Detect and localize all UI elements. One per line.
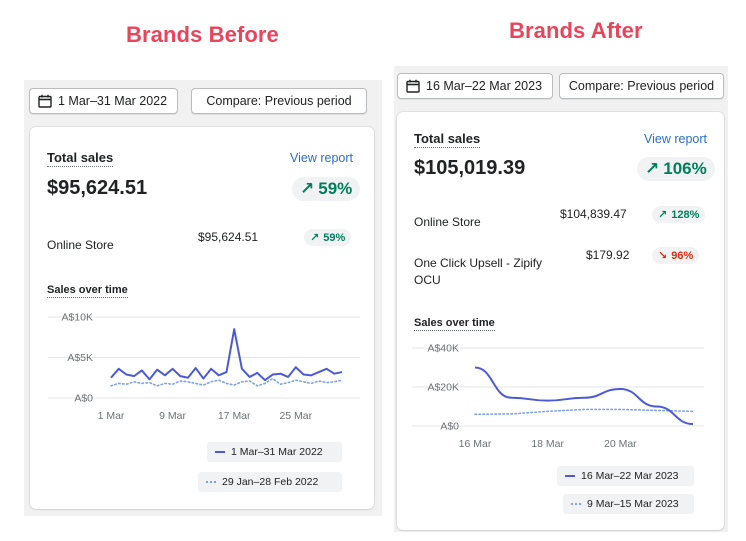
legend-solid-swatch xyxy=(215,451,225,453)
compare-button-after[interactable]: Compare: Previous period xyxy=(559,73,724,99)
channel-change-value: 59% xyxy=(323,231,346,244)
legend-dotted-swatch xyxy=(571,503,581,505)
channel-change-badge-ocu-after: ↘ 96% xyxy=(652,247,700,264)
channel-change-badge-before: ↗ 59% xyxy=(304,229,352,246)
chart-title-after: Sales over time xyxy=(414,317,495,331)
compare-label: Compare: Previous period xyxy=(568,79,715,93)
x-tick-label: 9 Mar xyxy=(159,410,186,422)
legend-current-before[interactable]: 1 Mar–31 Mar 2022 xyxy=(207,442,342,462)
legend-previous-label: 9 Mar–15 Mar 2023 xyxy=(587,498,679,510)
legend-dotted-swatch xyxy=(206,481,216,483)
arrow-up-right-icon: ↗ xyxy=(645,159,660,178)
heading-before: Brands Before xyxy=(126,22,279,47)
x-tick-label: 1 Mar xyxy=(98,410,125,422)
channel-value-online-store-after: $104,839.47 xyxy=(560,207,627,221)
y-tick-label: A$10K xyxy=(61,312,93,324)
arrow-up-right-icon: ↗ xyxy=(658,209,668,221)
compare-label: Compare: Previous period xyxy=(206,94,352,108)
series-line-current xyxy=(110,328,343,382)
arrow-down-right-icon: ↘ xyxy=(658,250,668,262)
total-change-value: 106% xyxy=(663,159,707,178)
total-change-badge-after: ↗ 106% xyxy=(637,157,715,181)
total-change-badge-before: ↗ 59% xyxy=(292,177,361,201)
legend-solid-swatch xyxy=(565,475,575,477)
total-sales-label-after: Total sales xyxy=(414,131,481,148)
legend-previous-before[interactable]: 29 Jan–28 Feb 2022 xyxy=(198,472,342,492)
series-line-previous xyxy=(474,408,694,416)
date-range-button-before[interactable]: 1 Mar–31 Mar 2022 xyxy=(29,88,179,114)
view-report-link-before[interactable]: View report xyxy=(290,151,353,165)
sales-chart-before: A$10K A$5K A$0 1 Mar 9 Mar 17 Mar 25 Mar xyxy=(48,312,360,422)
series-line-previous xyxy=(110,377,343,387)
channel-change-badge-after: ↗ 128% xyxy=(652,206,706,223)
compare-button-before[interactable]: Compare: Previous period xyxy=(191,88,367,114)
y-tick-label: A$40K xyxy=(427,343,459,355)
total-amount-before: $95,624.51 xyxy=(47,177,148,199)
sales-chart-after: A$40K A$20K A$0 16 Mar 18 Mar 20 Mar xyxy=(412,343,704,450)
view-report-link-after[interactable]: View report xyxy=(644,132,707,146)
total-change-value: 59% xyxy=(318,179,353,198)
x-tick-label: 16 Mar xyxy=(459,438,492,450)
arrow-up-right-icon: ↗ xyxy=(300,179,315,198)
legend-current-label: 1 Mar–31 Mar 2022 xyxy=(231,446,323,458)
channel-change-value: 128% xyxy=(671,208,700,221)
total-amount-after: $105,019.39 xyxy=(414,157,526,179)
chart-title-before: Sales over time xyxy=(47,284,128,298)
legend-previous-after[interactable]: 9 Mar–15 Mar 2023 xyxy=(563,494,694,514)
x-tick-label: 25 Mar xyxy=(279,410,312,422)
channel-name-online-store-before: Online Store xyxy=(47,238,114,252)
y-tick-label: A$0 xyxy=(440,421,459,433)
x-tick-label: 17 Mar xyxy=(218,410,251,422)
y-tick-label: A$0 xyxy=(74,393,93,405)
date-range-label: 16 Mar–22 Mar 2023 xyxy=(426,79,543,93)
series-line-current xyxy=(474,366,694,426)
x-tick-label: 20 Mar xyxy=(604,438,637,450)
legend-current-label: 16 Mar–22 Mar 2023 xyxy=(581,470,679,482)
legend-current-after[interactable]: 16 Mar–22 Mar 2023 xyxy=(557,466,694,486)
channel-name-ocu-after: One Click Upsell - Zipify OCU xyxy=(414,256,543,287)
date-range-button-after[interactable]: 16 Mar–22 Mar 2023 xyxy=(397,73,554,99)
y-tick-label: A$20K xyxy=(427,382,459,394)
arrow-up-right-icon: ↗ xyxy=(310,232,320,244)
heading-after: Brands After xyxy=(509,18,643,43)
legend-previous-label: 29 Jan–28 Feb 2022 xyxy=(222,476,319,488)
sales-card-after xyxy=(397,112,724,530)
channel-value-online-store-before: $95,624.51 xyxy=(198,230,259,244)
channel-change-value: 96% xyxy=(671,249,694,262)
calendar-icon xyxy=(406,79,420,93)
channel-value-ocu-after: $179.92 xyxy=(586,248,630,262)
x-tick-label: 18 Mar xyxy=(531,438,564,450)
calendar-icon xyxy=(38,94,52,108)
y-tick-label: A$5K xyxy=(67,352,93,364)
channel-name-online-store-after: Online Store xyxy=(414,215,481,229)
date-range-label: 1 Mar–31 Mar 2022 xyxy=(58,94,168,108)
total-sales-label-before: Total sales xyxy=(47,150,114,167)
